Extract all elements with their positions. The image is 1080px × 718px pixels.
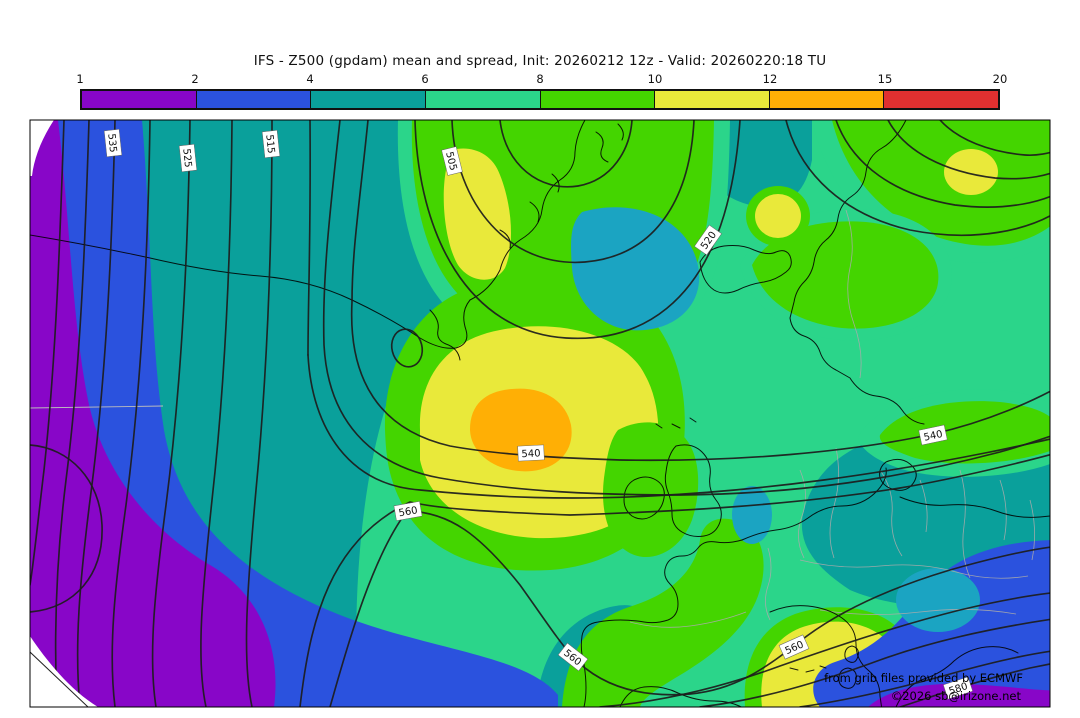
colorbar-segment <box>769 91 885 108</box>
colorbar-tick: 4 <box>306 72 314 86</box>
colorbar-segment <box>196 91 312 108</box>
colorbar-segment <box>311 91 426 108</box>
colorbar-tick: 6 <box>421 72 429 86</box>
spread-fill-field <box>30 120 1050 707</box>
attribution-copyright: ©2026 sb@irizone.net <box>891 689 1022 703</box>
projection-corner-wedges <box>30 120 98 707</box>
colorbar-tick: 15 <box>877 72 893 86</box>
svg-text:540: 540 <box>923 429 944 444</box>
page-title: IFS - Z500 (gpdam) mean and spread, Init… <box>253 53 827 69</box>
contour-label: 515 <box>261 130 281 158</box>
coastlines <box>30 120 1050 707</box>
svg-text:515: 515 <box>263 134 276 154</box>
map-frame <box>29 119 1051 708</box>
contour-label: 540 <box>918 424 948 446</box>
contour-label: 535 <box>103 129 123 157</box>
colorbar <box>80 89 1000 110</box>
svg-text:505: 505 <box>443 151 458 172</box>
colorbar-tick: 8 <box>536 72 544 86</box>
contour-label: 505 <box>441 146 463 176</box>
colorbar-segment <box>82 91 197 108</box>
contour-label: 560 <box>393 501 423 521</box>
graticule-line <box>30 405 164 409</box>
colorbar-tick: 2 <box>191 72 199 86</box>
colorbar-tick: 1 <box>76 72 84 86</box>
contour-label: 540 <box>517 444 545 462</box>
svg-text:525: 525 <box>180 148 193 168</box>
svg-text:540: 540 <box>521 448 541 460</box>
colorbar-tick: 20 <box>992 72 1008 86</box>
svg-text:560: 560 <box>398 505 419 519</box>
svg-text:535: 535 <box>105 133 118 153</box>
z500-contour-lines <box>30 120 1050 707</box>
colorbar-tick: 12 <box>762 72 778 86</box>
colorbar-tick: 10 <box>647 72 663 86</box>
contour-label: 525 <box>178 144 198 172</box>
contour-label: 560 <box>778 634 810 660</box>
colorbar-segment <box>425 91 541 108</box>
country-borders <box>629 209 1035 628</box>
contour-label: 580 <box>943 676 973 700</box>
colorbar-segment <box>540 91 656 108</box>
contour-labels: 535 525 515 505 520 540 <box>103 129 973 700</box>
attribution-source: from grib files provided by ECMWF <box>824 671 1023 685</box>
colorbar-segment <box>655 91 770 108</box>
colorbar-segment <box>884 91 998 108</box>
